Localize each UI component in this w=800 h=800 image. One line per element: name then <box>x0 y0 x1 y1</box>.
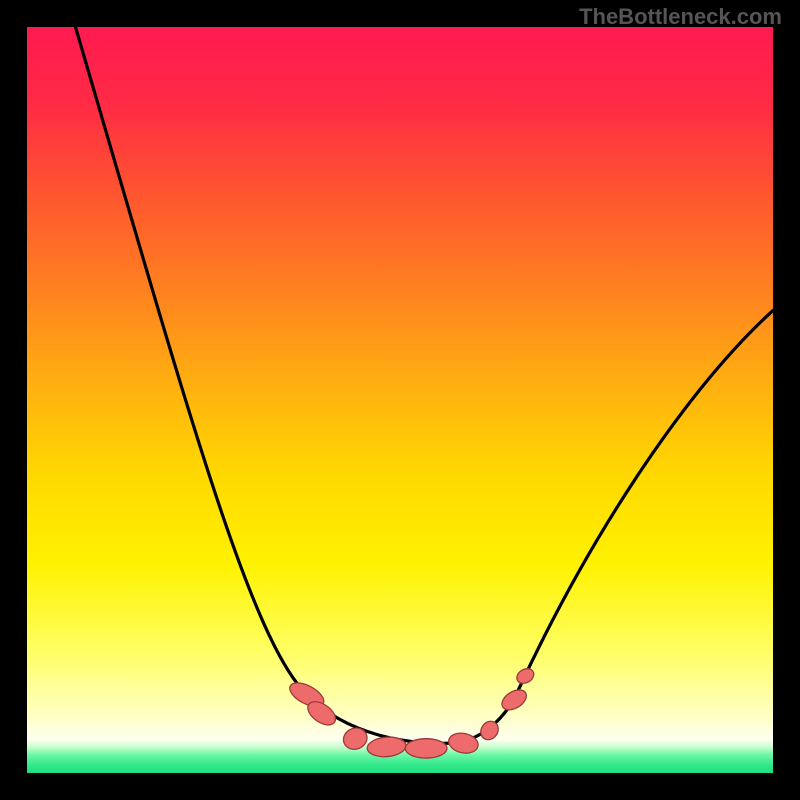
trough-marker <box>498 686 529 714</box>
trough-marker <box>405 739 447 758</box>
bottleneck-curve-chart <box>27 27 773 773</box>
trough-marker <box>366 736 406 759</box>
v-curve <box>75 27 773 743</box>
watermark-text: TheBottleneck.com <box>579 4 782 30</box>
plot-frame <box>27 27 773 773</box>
trough-marker <box>340 725 370 753</box>
trough-marker <box>447 731 480 756</box>
trough-marker <box>514 666 536 687</box>
